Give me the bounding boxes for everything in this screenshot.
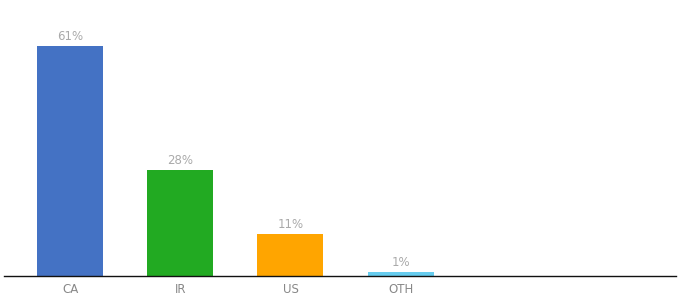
Bar <box>37 46 103 276</box>
Text: 11%: 11% <box>277 218 303 231</box>
Bar <box>258 234 324 276</box>
Text: 1%: 1% <box>391 256 410 269</box>
Text: 28%: 28% <box>167 154 193 167</box>
Bar <box>367 272 434 276</box>
Text: 61%: 61% <box>57 30 83 43</box>
Bar <box>148 170 214 276</box>
